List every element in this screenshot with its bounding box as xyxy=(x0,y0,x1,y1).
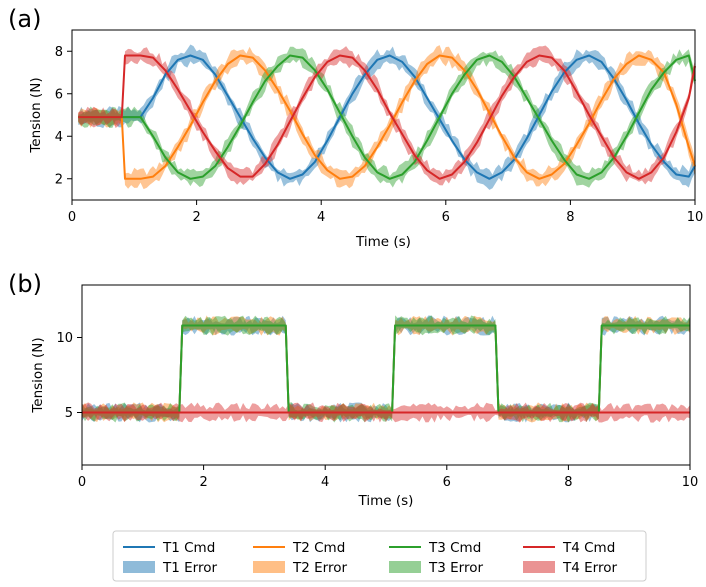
panel-b-x-axis-label: Time (s) xyxy=(358,493,414,509)
panel-a-axes-frame xyxy=(71,29,696,201)
panel-a-series-lines xyxy=(78,54,696,180)
x-tick-label: 2 xyxy=(192,210,200,225)
legend-label-t4-cmd: T4 Cmd xyxy=(562,540,615,556)
panel-a-y-axis-label: Tension (N) xyxy=(28,77,44,153)
panel-a-x-axis-label: Time (s) xyxy=(355,234,411,250)
t3-cmd-line xyxy=(82,324,690,414)
x-tick-label: 4 xyxy=(321,475,329,490)
panel-b-chart: 0 2 4 6 8 10 5 10 Time (s) Tension (N) xyxy=(30,284,698,509)
x-tick-label: 10 xyxy=(687,210,704,225)
legend-swatch-t4-error xyxy=(523,561,555,573)
t4-error-band xyxy=(78,45,695,186)
y-tick-label: 10 xyxy=(56,331,73,346)
panel-a-x-ticks: 0 2 4 6 8 10 xyxy=(68,200,703,225)
panel-b-x-ticks: 0 2 4 6 8 10 xyxy=(78,465,698,490)
legend-label-t4-error: T4 Error xyxy=(562,560,617,576)
x-tick-label: 0 xyxy=(68,210,76,225)
t2-cmd-line xyxy=(78,54,696,180)
x-tick-label: 10 xyxy=(682,475,699,490)
x-tick-label: 8 xyxy=(566,210,574,225)
panel-a-error-bands xyxy=(78,44,695,190)
y-tick-label: 5 xyxy=(65,406,73,421)
y-tick-label: 4 xyxy=(55,130,63,145)
x-tick-label: 4 xyxy=(317,210,325,225)
t1-cmd-line xyxy=(78,54,696,180)
legend-swatch-t2-error xyxy=(253,561,285,573)
y-tick-label: 2 xyxy=(55,172,63,187)
legend-swatch-t1-error xyxy=(123,561,155,573)
panel-a-chart: 0 2 4 6 8 10 2 4 6 8 Time (s) Tension (N) xyxy=(28,29,703,250)
x-tick-label: 0 xyxy=(78,475,86,490)
x-tick-label: 6 xyxy=(442,210,450,225)
x-tick-label: 8 xyxy=(564,475,572,490)
legend-label-t2-error: T2 Error xyxy=(292,560,347,576)
legend-box xyxy=(112,530,647,582)
legend-label-t1-cmd: T1 Cmd xyxy=(162,540,215,556)
legend-label-t1-error: T1 Error xyxy=(162,560,217,576)
y-tick-label: 6 xyxy=(55,87,63,102)
x-tick-label: 2 xyxy=(199,475,207,490)
panel-b-y-axis-label: Tension (N) xyxy=(30,337,46,413)
legend-items: T1 Cmd T1 Error T2 Cmd T2 Error T3 Cmd T3 Err… xyxy=(123,540,617,576)
panel-b-axes-frame xyxy=(81,284,691,466)
t4-cmd-line xyxy=(78,54,696,180)
panel-b-label: (b) xyxy=(8,270,42,298)
t3-cmd-line xyxy=(78,54,696,180)
legend-label-t3-cmd: T3 Cmd xyxy=(428,540,481,556)
legend-label-t3-error: T3 Error xyxy=(428,560,483,576)
panel-a-label: (a) xyxy=(8,5,41,33)
panel-b-y-ticks: 5 10 xyxy=(56,331,82,421)
panel-b-series-lines xyxy=(82,324,690,414)
legend: T1 Cmd T1 Error T2 Cmd T2 Error T3 Cmd T3 Err… xyxy=(112,530,647,582)
x-tick-label: 6 xyxy=(443,475,451,490)
legend-label-t2-cmd: T2 Cmd xyxy=(292,540,345,556)
panel-a-y-ticks: 2 4 6 8 xyxy=(55,45,72,187)
y-tick-label: 8 xyxy=(55,45,63,60)
legend-swatch-t3-error xyxy=(389,561,421,573)
